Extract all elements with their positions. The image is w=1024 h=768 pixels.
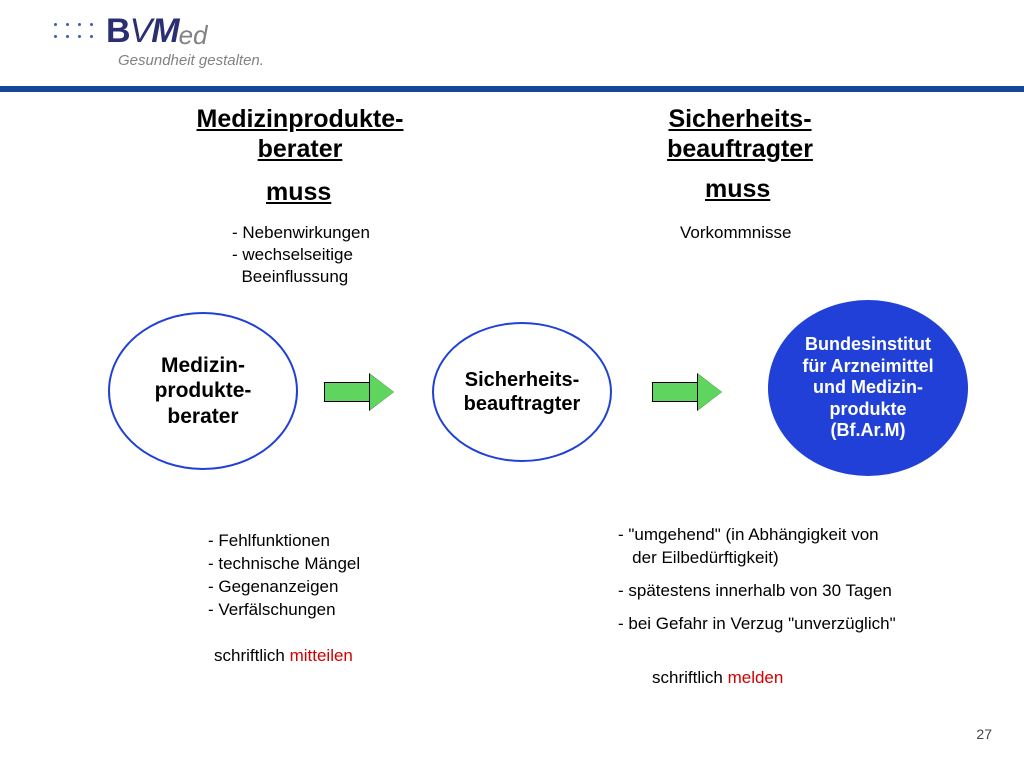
top-left-item-2: - wechselseitige [232,244,370,266]
mitteilen-red: mitteilen [290,646,353,665]
arrow-1-icon [324,374,394,410]
br-3: - bei Gefahr in Verzug "unverzüglich" [618,613,990,636]
page-number: 27 [976,726,992,742]
top-left-item-3: Beeinflussung [232,266,370,288]
node-sicherheitsbeauftragter: Sicherheits- beauftragter [432,322,612,462]
bl-2: - technische Mängel [208,553,360,576]
col-title-left-l1: Medizinprodukte- [197,105,404,133]
logo-b: B [106,12,130,51]
logo-dots-icon [54,23,96,41]
header-band [0,86,1024,92]
logo-tagline: Gesundheit gestalten. [118,52,264,69]
logo-v: V [130,12,152,51]
col-title-right-l2: beauftragter [667,135,813,163]
e2-l1: Sicherheits- [465,369,579,391]
col-title-left: Medizinprodukte- berater [170,104,430,164]
top-list-right: Vorkommnisse [680,222,791,244]
node-bundesinstitut: Bundesinstitut für Arzneimittel und Medi… [768,300,968,476]
melden-pre: schriftlich [652,668,728,687]
e3-l3: und Medizin- [813,377,923,397]
col-title-left-l2: berater [258,135,343,163]
col-title-right-l1: Sicherheits- [668,105,811,133]
br-2: - spätestens innerhalb von 30 Tagen [618,580,990,603]
logo: B V M ed [54,12,208,51]
bottom-list-left: - Fehlfunktionen - technische Mängel - G… [208,530,360,622]
e3-l2: für Arzneimittel [802,356,933,376]
bl-3: - Gegenanzeigen [208,576,360,599]
br-1a: - "umgehend" (in Abhängigkeit von [618,524,990,547]
e1-l2: produkte- [155,379,252,402]
e1-l1: Medizin- [161,354,245,377]
e3-l1: Bundesinstitut [805,334,931,354]
node-medizinprodukteberater: Medizin- produkte- berater [108,312,298,470]
mitteilen-line: schriftlich mitteilen [214,646,353,666]
logo-m: M [151,12,178,51]
logo-ed: ed [179,20,208,51]
logo-wordmark: B V M ed [106,12,208,51]
bl-4: - Verfälschungen [208,599,360,622]
e3-l5: (Bf.Ar.M) [831,420,906,440]
mitteilen-pre: schriftlich [214,646,290,665]
arrow-2-icon [652,374,722,410]
e1-l3: berater [167,405,238,428]
br-1b: der Eilbedürftigkeit) [618,547,990,570]
top-list-left: - Nebenwirkungen - wechselseitige Beeinf… [232,222,370,288]
muss-right: muss [705,175,770,204]
melden-red: melden [728,668,784,687]
melden-line: schriftlich melden [652,668,783,688]
muss-left: muss [266,178,331,207]
col-title-right: Sicherheits- beauftragter [610,104,870,164]
bl-1: - Fehlfunktionen [208,530,360,553]
top-left-item-1: - Nebenwirkungen [232,222,370,244]
e2-l2: beauftragter [464,393,581,415]
e3-l4: produkte [829,399,906,419]
bottom-list-right: - "umgehend" (in Abhängigkeit von der Ei… [618,524,990,636]
